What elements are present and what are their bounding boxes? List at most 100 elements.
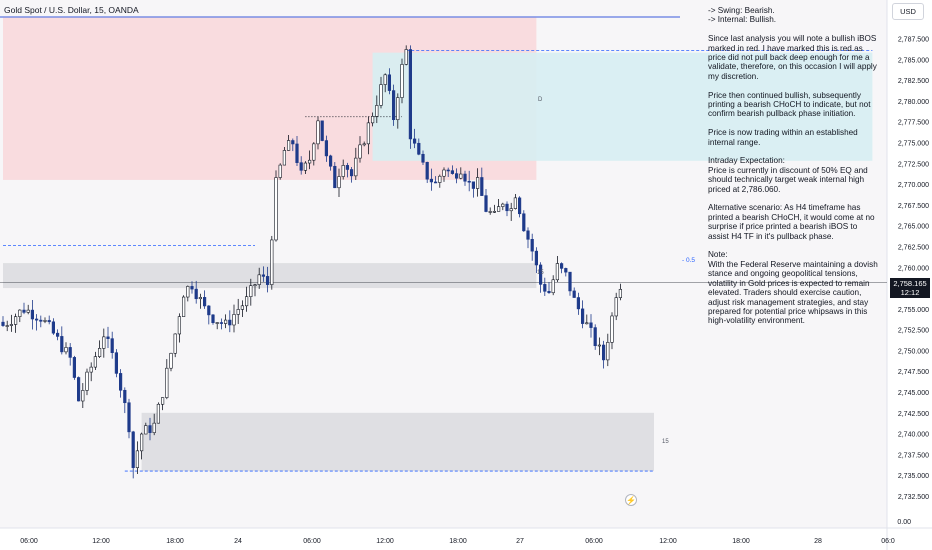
candle-body: [530, 239, 534, 252]
candle-body: [165, 367, 169, 398]
candle-body: [417, 142, 421, 155]
candle-body: [282, 150, 287, 166]
candle-body: [64, 347, 68, 353]
analysis-paragraph: Alternative scenario: As H4 timeframe ha…: [708, 203, 875, 241]
candle-body: [404, 49, 408, 65]
candle-body: [60, 336, 64, 353]
candle-body: [333, 165, 337, 189]
candle-body: [459, 173, 463, 179]
candle-body: [438, 175, 442, 183]
candle-body: [215, 322, 219, 324]
x-tick-label: 24: [234, 538, 242, 545]
y-tick-label: 2,787.500: [898, 37, 929, 44]
x-tick-label: 27: [516, 538, 524, 545]
candle-body: [589, 322, 593, 328]
candle-body: [408, 49, 413, 140]
candle-body: [488, 211, 492, 213]
candle-body: [433, 181, 438, 184]
candle-body: [375, 105, 379, 117]
candle-body: [207, 305, 211, 316]
candle-body: [68, 347, 72, 358]
candle-body: [526, 230, 530, 240]
candle-body: [51, 321, 55, 334]
candle-body: [34, 318, 39, 321]
candle-body: [98, 348, 102, 357]
candle-body: [366, 122, 371, 145]
candle-body: [400, 64, 404, 98]
candle-body: [480, 177, 484, 196]
y-tick-label: 2,767.500: [898, 203, 929, 210]
candle-body: [77, 377, 81, 402]
candle-body: [454, 173, 459, 179]
y-tick-label: 2,782.500: [898, 78, 929, 85]
candle-body: [379, 84, 383, 106]
candle-body: [278, 164, 282, 178]
analysis-paragraph: Note: With the Federal Reserve maintaini…: [708, 250, 878, 326]
candle-body: [345, 165, 350, 170]
candle-body: [580, 308, 585, 324]
candle-body: [190, 286, 194, 290]
candle-body: [135, 450, 140, 468]
y-tick-label: 2,747.500: [898, 369, 929, 376]
x-tick-label: 18:00: [732, 538, 750, 545]
y-tick-label: 0.00: [897, 519, 911, 526]
y-tick-label: 2,775.000: [898, 140, 929, 147]
analysis-paragraph: Price then continued bullish, subsequent…: [708, 90, 871, 119]
x-tick-label: 18:00: [166, 538, 184, 545]
candle-body: [370, 116, 375, 124]
candle-body: [144, 425, 148, 435]
candle-body: [555, 263, 559, 281]
candle-body: [131, 431, 135, 468]
candle-body: [471, 181, 476, 189]
candle-body: [559, 263, 564, 269]
analysis-paragraph: Since last analysis you will note a bull…: [708, 34, 877, 81]
candle-body: [249, 285, 253, 297]
candle-body: [156, 403, 161, 424]
x-tick-label: 28: [814, 538, 822, 545]
currency-button[interactable]: USD: [892, 3, 924, 20]
x-tick-label: 06:0: [881, 538, 895, 545]
candle-body: [245, 296, 249, 307]
candle-body: [358, 144, 362, 159]
candle-body: [43, 320, 47, 322]
candle-body: [232, 314, 236, 326]
x-tick-label: 06:00: [20, 538, 38, 545]
candle-body: [312, 143, 316, 161]
candle-body: [618, 289, 622, 298]
candle-body: [564, 268, 568, 273]
candle-body: [26, 309, 30, 313]
zone-label-15: 15: [537, 270, 544, 276]
candle-body: [475, 177, 480, 189]
candle-body: [224, 319, 228, 324]
candle-body: [152, 422, 156, 433]
candle-body: [534, 250, 538, 266]
candle-body: [316, 120, 320, 145]
candle-body: [127, 402, 131, 433]
y-tick-label: 2,765.000: [898, 224, 929, 231]
bar-countdown: 12:12: [900, 288, 920, 297]
candle-body: [219, 322, 224, 324]
candle-body: [265, 276, 270, 285]
candle-body: [425, 161, 429, 180]
candle-body: [22, 309, 26, 313]
zone-grey: [3, 263, 537, 289]
candle-body: [72, 357, 76, 378]
candle-body: [517, 197, 522, 215]
candle-body: [362, 143, 366, 146]
x-tick-label: 06:00: [585, 538, 603, 545]
candle-body: [270, 239, 274, 285]
candle-body: [492, 211, 497, 213]
candle-body: [505, 203, 509, 212]
y-tick-label: 2,735.000: [898, 473, 929, 480]
candle-body: [324, 140, 329, 157]
candle-body: [173, 333, 177, 354]
x-tick-label: 12:00: [376, 538, 394, 545]
candle-body: [328, 155, 333, 167]
candle-body: [614, 297, 618, 317]
candle-body: [114, 352, 118, 374]
lightning-icon[interactable]: ⚡: [625, 494, 637, 506]
candle-body: [55, 332, 60, 337]
candle-body: [123, 389, 127, 404]
